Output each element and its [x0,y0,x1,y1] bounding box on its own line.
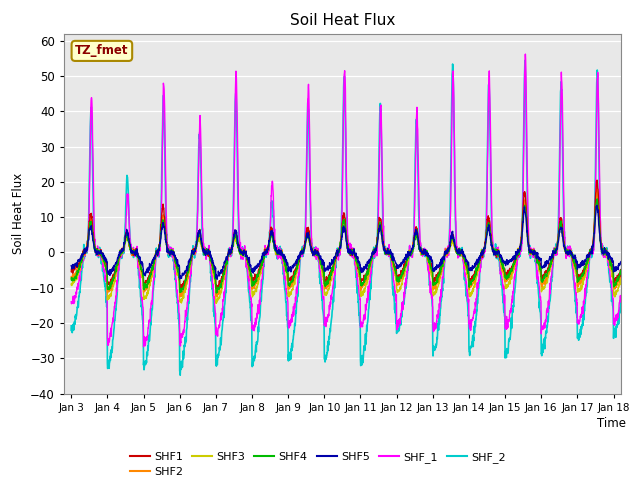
Title: Soil Heat Flux: Soil Heat Flux [290,13,395,28]
X-axis label: Time: Time [597,417,627,430]
Legend: SHF1, SHF2, SHF3, SHF4, SHF5, SHF_1, SHF_2: SHF1, SHF2, SHF3, SHF4, SHF5, SHF_1, SHF… [125,447,510,480]
Y-axis label: Soil Heat Flux: Soil Heat Flux [12,173,25,254]
Text: TZ_fmet: TZ_fmet [75,44,129,58]
